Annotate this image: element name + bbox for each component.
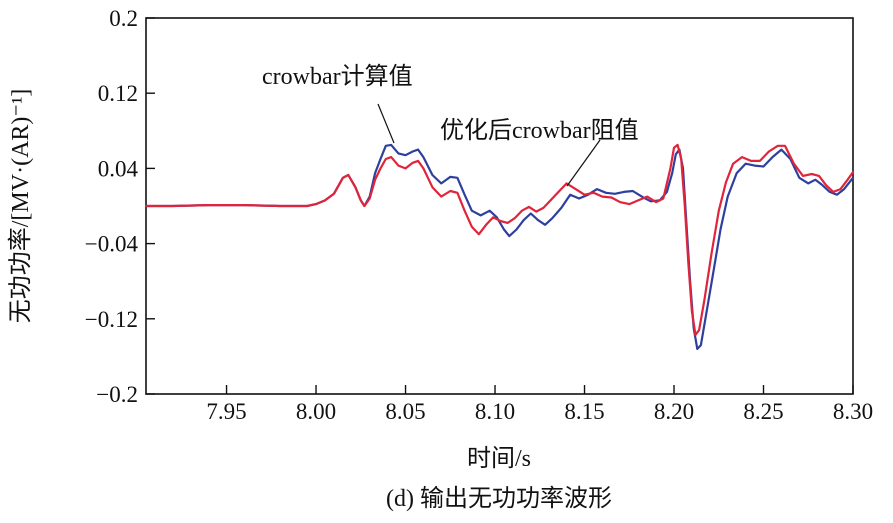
y-tick-label: −0.12 bbox=[85, 307, 138, 332]
series-line-crowbar-calculated bbox=[144, 143, 855, 350]
y-axis-title: 无功功率/[MV·(AR)⁻¹] bbox=[7, 89, 34, 324]
annotation-layer: crowbar计算值 优化后crowbar阻值 bbox=[262, 63, 639, 187]
x-axis-ticks: 7.95 8.00 8.05 8.10 8.15 8.20 8.25 8.30 bbox=[206, 385, 873, 424]
figure-caption: (d) 输出无功功率波形 bbox=[386, 485, 612, 512]
x-tick-label: 8.15 bbox=[564, 399, 604, 424]
y-axis-ticks: 0.2 0.12 0.04 −0.04 −0.12 −0.2 bbox=[85, 6, 155, 407]
y-tick-label: 0.04 bbox=[98, 156, 139, 181]
x-tick-label: 8.30 bbox=[833, 399, 873, 424]
x-tick-label: 8.25 bbox=[743, 399, 783, 424]
annotation-leader-calc bbox=[377, 103, 395, 144]
annotation-opt-label: 优化后crowbar阻值 bbox=[440, 117, 639, 144]
x-tick-label: 8.00 bbox=[296, 399, 336, 424]
x-tick-label: 8.05 bbox=[385, 399, 425, 424]
y-tick-label: 0.12 bbox=[98, 81, 138, 106]
x-axis-title: 时间/s bbox=[467, 445, 531, 472]
series-layer bbox=[144, 143, 855, 350]
x-tick-label: 8.10 bbox=[475, 399, 515, 424]
x-tick-label: 7.95 bbox=[206, 399, 246, 424]
y-tick-label: −0.04 bbox=[85, 232, 139, 257]
y-tick-label: −0.2 bbox=[96, 382, 138, 407]
annotation-calc-label: crowbar计算值 bbox=[262, 63, 413, 90]
y-tick-label: 0.2 bbox=[109, 6, 138, 31]
annotation-leader-opt bbox=[566, 139, 601, 187]
series-line-crowbar-optimized bbox=[144, 143, 855, 336]
x-tick-label: 8.20 bbox=[654, 399, 694, 424]
